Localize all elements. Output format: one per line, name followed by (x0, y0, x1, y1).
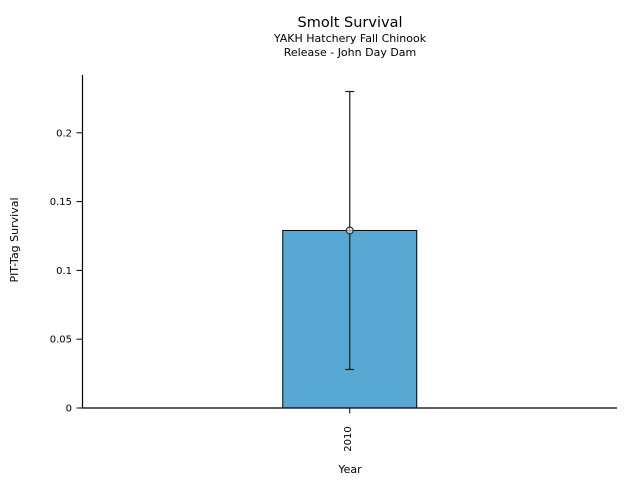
y-tick-label-4: 0.2 (56, 128, 72, 139)
plot-area: 2010 0 0.05 0.1 0.15 0.2 (50, 75, 617, 452)
y-tick-label-1: 0.05 (50, 335, 72, 346)
y-axis-title: PIT-Tag Survival (8, 197, 21, 282)
x-tick-label-2010: 2010 (343, 426, 354, 451)
y-tick-label-3: 0.15 (50, 197, 72, 208)
chart-title: Smolt Survival (298, 15, 403, 31)
chart-subtitle-line1: YAKH Hatchery Fall Chinook (273, 32, 427, 45)
y-tick-label-2: 0.1 (56, 266, 72, 277)
chart-subtitle-line2: Release - John Day Dam (284, 46, 417, 59)
point-marker-2010 (345, 226, 354, 235)
y-tick-label-0: 0 (66, 404, 72, 415)
x-axis-title: Year (337, 463, 362, 476)
